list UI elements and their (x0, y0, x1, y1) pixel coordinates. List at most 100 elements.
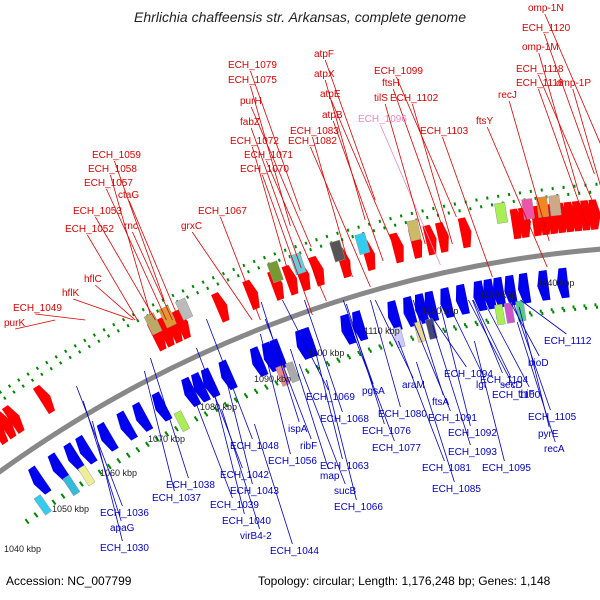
length-label: Length: (358, 574, 399, 588)
leader-line (266, 160, 327, 302)
gene-label-reca: recA (544, 444, 565, 455)
gene-label-ech_1039: ECH_1039 (210, 500, 259, 511)
feature-box (392, 326, 406, 349)
gene-label-ech_1069: ECH_1069 (306, 392, 355, 403)
leader-line (262, 174, 313, 316)
gene-label-ech_1118: ECH_1118 (516, 64, 564, 75)
leader-line (370, 299, 401, 408)
gene-label-ech_1030: ECH_1030 (100, 543, 149, 554)
gene-label-ech_1100: ECH_1100 (492, 390, 541, 401)
leader-line (486, 126, 548, 268)
gene-label-pgsa: pgsA (362, 386, 385, 397)
gene-label-ech_1104: ECH_1104 (480, 375, 529, 386)
topology-label: Topology: (258, 574, 310, 588)
gene-label-ech_1091: ECH_1091 (428, 413, 477, 424)
reverse-gene (504, 274, 518, 306)
gene-label-ech_1048: ECH_1048 (230, 441, 279, 452)
leader-line (520, 299, 567, 335)
leader-line (76, 385, 123, 507)
gene-label-ftsh: ftsH (382, 78, 400, 89)
feature-box (174, 297, 194, 321)
kbp-tick-label: 1060 kbp (100, 468, 137, 478)
forward-gene (281, 264, 299, 296)
leader-line (412, 103, 453, 245)
reverse-gene (340, 313, 357, 345)
gene-label-omp-1m: omp-1M (522, 42, 559, 53)
reverse-gene (181, 376, 202, 408)
leader-line (398, 340, 445, 462)
feature-box (548, 194, 562, 217)
gene-label-ctag: ctaG (118, 190, 139, 201)
leader-line (442, 136, 493, 278)
leader-line (404, 299, 451, 412)
leader-line (186, 377, 233, 499)
kbp-tick-label: 1140 kbp (538, 278, 574, 288)
leader-line (250, 85, 291, 227)
forward-gene (0, 411, 17, 440)
gene-label-ech_1081: ECH_1081 (422, 463, 471, 474)
genome-backbone (0, 246, 600, 475)
leader-line (330, 99, 392, 241)
feature-box (503, 302, 516, 324)
leader-line (482, 299, 530, 388)
leader-line (472, 299, 503, 374)
gene-label-ech_1116: ECH_1116 (516, 78, 564, 89)
tick-ring (0, 190, 600, 404)
reverse-gene (300, 326, 319, 358)
genes-value: 1,148 (520, 574, 551, 588)
leader-line (472, 299, 512, 379)
tick-ring (0, 182, 600, 395)
leader-line (420, 299, 467, 368)
gene-label-virb4-2: virB4-2 (240, 531, 272, 542)
gene-label-ech_1079: ECH_1079 (228, 60, 277, 71)
gene-label-map: map (320, 471, 340, 482)
leader-line (310, 146, 371, 288)
feature-box (266, 260, 284, 284)
leader-line (73, 298, 134, 321)
leader-line (214, 393, 245, 515)
genome-stats: Topology: circular; Length: 1,176,248 bp… (258, 574, 551, 588)
gene-label-ech_1049: ECH_1049 (13, 303, 62, 314)
forward-gene (435, 222, 449, 253)
leader-line (260, 333, 291, 455)
forward-gene (1, 405, 25, 434)
kbp-tick-label: 1130 kbp (480, 290, 516, 300)
leader-line (374, 299, 414, 379)
leader-line (282, 299, 329, 391)
gene-label-ech_1095: ECH_1095 (482, 463, 531, 474)
gene-label-ech_1085: ECH_1085 (432, 484, 481, 495)
reverse-gene (151, 391, 173, 422)
gene-label-ech_1092: ECH_1092 (448, 428, 497, 439)
gene-label-atpf: atpF (314, 49, 334, 60)
gene-label-ech_1044: ECH_1044 (270, 546, 319, 557)
gene-label-ech_1057: ECH_1057 (84, 178, 133, 189)
gene-label-ech_1072: ECH_1072 (230, 136, 279, 147)
leader-line (87, 234, 138, 321)
leader-line (221, 408, 260, 530)
feature-box (494, 303, 506, 326)
reverse-gene (483, 278, 497, 310)
leader-line (312, 136, 353, 278)
reverse-gene (200, 367, 221, 398)
leader-line (396, 76, 457, 218)
reverse-gene (249, 346, 269, 377)
forward-gene (155, 317, 175, 348)
gene-label-ech_1099: ECH_1099 (374, 66, 423, 77)
feature-box (515, 300, 527, 322)
gene-label-thif: thiF (518, 389, 535, 400)
gene-label-ech_1094: ECH_1094 (444, 369, 493, 380)
gene-label-aram: araM (402, 380, 425, 391)
feature-box (173, 410, 191, 433)
feature-box (33, 494, 52, 516)
tick-ring (24, 302, 600, 523)
reverse-gene (63, 442, 87, 472)
feature-box (494, 202, 509, 225)
gene-label-ribf: ribF (300, 441, 317, 452)
gene-label-ech_1075: ECH_1075 (228, 75, 277, 86)
feature-box (406, 219, 422, 242)
reverse-gene (473, 280, 488, 312)
gene-label-atpe: atpE (320, 89, 341, 100)
leader-line (544, 13, 600, 144)
gene-label-ech_1043: ECH_1043 (230, 486, 279, 497)
leader-line (572, 88, 600, 186)
